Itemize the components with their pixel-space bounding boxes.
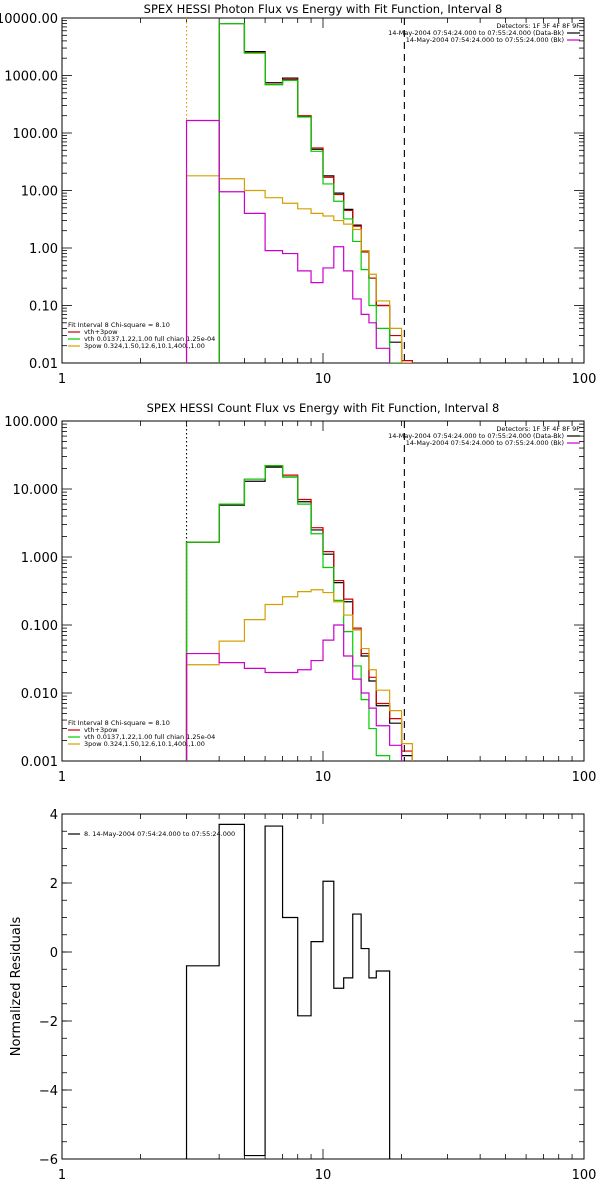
y-tick-label: 100.00 (13, 127, 59, 142)
series-3pow (185, 589, 413, 761)
series-group (185, 465, 413, 761)
x-tick-label: 100 (572, 770, 597, 785)
series-vth (185, 465, 391, 761)
chart-panel-3: 1 10 100 −6 −4 −2 0 2 4 Normalized Residuals 8. 14… (9, 808, 596, 1183)
plot-frame (61, 813, 585, 1160)
chart-title: SPEX HESSI Count Flux vs Energy with Fit… (147, 401, 500, 415)
y-tick-label: 0.100 (21, 619, 58, 634)
series-bk (185, 119, 391, 363)
legend-detectors: Detectors: 1F 3F 4F 8F 9F (496, 22, 580, 30)
y-tick-label: 0 (50, 946, 58, 961)
x-tick-label: 100 (572, 1168, 597, 1183)
series-vth (218, 22, 402, 363)
legend-fit-header: Fit Interval 8 Chi-square = 8.10 (68, 321, 170, 329)
x-tick-label: 10 (315, 1168, 332, 1183)
y-tick-label: 1000.00 (4, 70, 58, 85)
legend-left-entry: vth 0.0137,1.22,1.00 full chian 1.25e-04 (84, 335, 215, 343)
series-bk (185, 624, 403, 761)
x-tick-label: 10 (315, 770, 332, 785)
y-axis-label: Normalized Residuals (9, 917, 24, 1057)
y-tick-label: 1.000 (21, 551, 58, 566)
y-tick-label: 0.010 (21, 687, 58, 702)
chart-title: SPEX HESSI Photon Flux vs Energy with Fi… (144, 2, 503, 16)
y-tick-label: 0.10 (29, 300, 58, 315)
legend-fit-header: Fit Interval 8 Chi-square = 8.10 (68, 719, 170, 727)
x-tick-label: 1 (58, 1168, 66, 1183)
y-tick-label: −6 (39, 1153, 58, 1168)
series-group (185, 823, 391, 1159)
series-data-bk (185, 466, 413, 761)
series-8-14-may-2004-07-54-24-000-to-07-55-24-000 (185, 823, 391, 1159)
y-tick-label: −2 (39, 1015, 58, 1030)
chart-panel-1: SPEX HESSI Photon Flux vs Energy with Fi… (0, 2, 596, 387)
y-tick-label: 2 (50, 877, 58, 892)
y-tick-label: −4 (39, 1084, 58, 1099)
y-tick-label: 4 (50, 808, 58, 823)
legend-left-entry: vth+3pow (84, 328, 118, 336)
legend-left-entry: 3pow 0.324,1.50,12.6,10.1,400.,1.00 (84, 740, 205, 748)
legend-right-entry: 14-May-2004 07:54:24.000 to 07:55:24.000… (388, 29, 564, 37)
legend-right-entry: 14-May-2004 07:54:24.000 to 07:55:24.000… (388, 432, 564, 440)
legend-right-entry: 14-May-2004 07:54:24.000 to 07:55:24.000… (406, 439, 564, 447)
series-group (185, 22, 413, 363)
y-tick-label: 10.000 (13, 483, 59, 498)
legend-left-entry: 8. 14-May-2004 07:54:24.000 to 07:55:24.… (84, 830, 235, 838)
legend-left-entry: vth+3pow (84, 726, 118, 734)
y-tick-label: 1.00 (29, 242, 58, 257)
series-data-bk (218, 22, 403, 363)
series-vth-3pow (218, 22, 413, 363)
x-tick-label: 100 (572, 372, 597, 387)
legend-right-entry: 14-May-2004 07:54:24.000 to 07:55:24.000… (406, 36, 564, 44)
y-tick-label: 10000.00 (0, 12, 58, 27)
y-tick-label: 10.00 (21, 185, 58, 200)
y-tick-label: 100.000 (4, 415, 58, 430)
x-tick-label: 1 (58, 770, 66, 785)
series-3pow (185, 175, 413, 363)
series-vth-3pow (185, 465, 413, 761)
x-tick-label: 10 (315, 372, 332, 387)
y-tick-label: 0.01 (29, 357, 58, 372)
legend-left-entry: 3pow 0.324,1.50,12.6,10.1,400.,1.00 (84, 342, 205, 350)
plot-frame (61, 17, 585, 364)
chart-panel-2: SPEX HESSI Count Flux vs Energy with Fit… (4, 401, 596, 785)
legend-left-entry: vth 0.0137,1.22,1.00 full chian 1.25e-04 (84, 733, 215, 741)
legend-detectors: Detectors: 1F 3F 4F 8F 9F (496, 425, 580, 433)
x-tick-label: 1 (58, 372, 66, 387)
y-tick-label: 0.001 (21, 755, 58, 770)
